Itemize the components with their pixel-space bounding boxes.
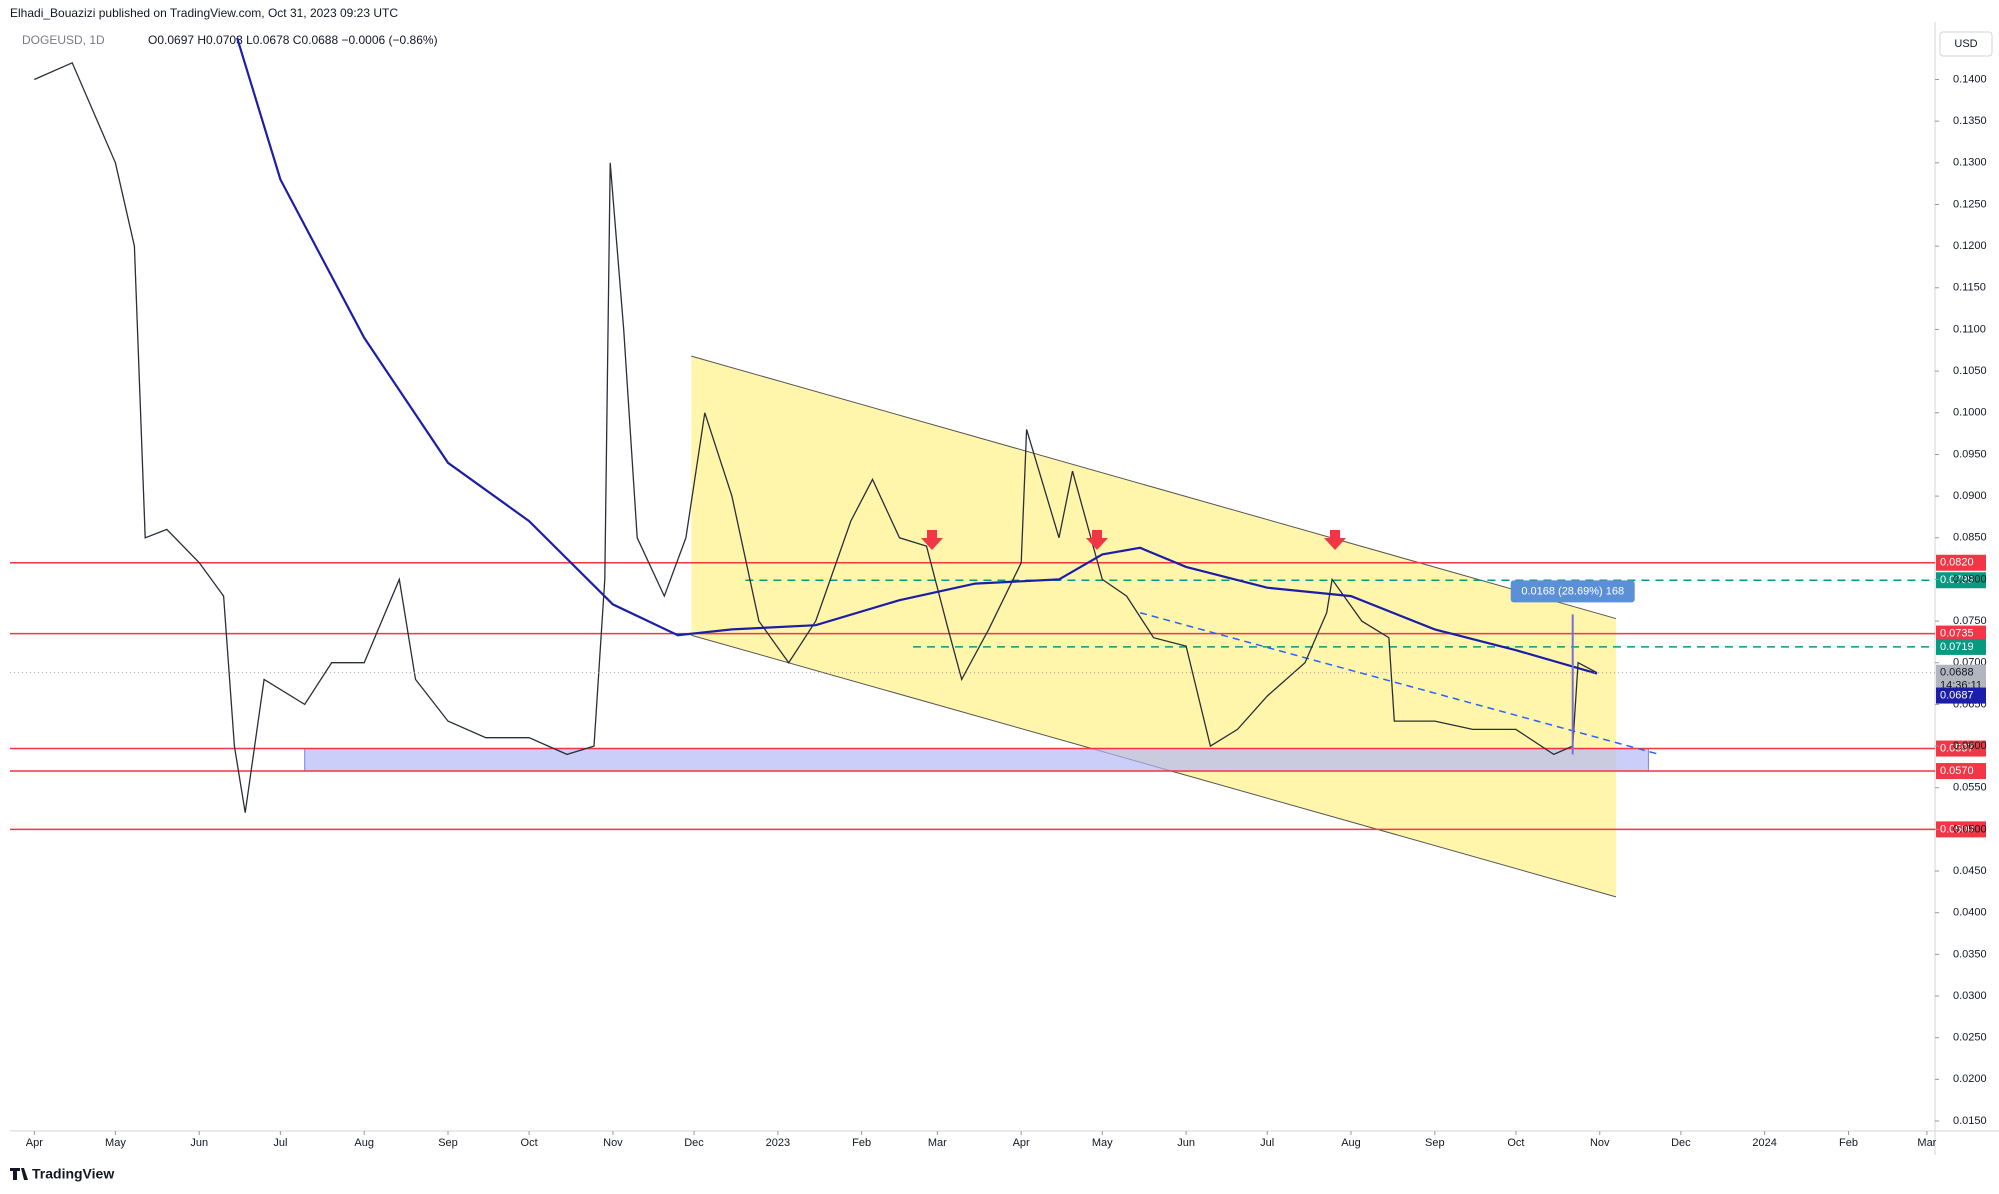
plot-area [10,37,1935,898]
level-tag-label: 0.0500 [1940,823,1974,835]
support-zone [304,748,1649,772]
last-price-label: 0.0688 [1940,667,1974,679]
x-tick-label: Mar [928,1137,947,1149]
x-tick-label: Dec [1671,1137,1691,1149]
price-line [34,61,1598,813]
x-tick-label: Dec [684,1137,704,1149]
level-tag [1936,821,1986,838]
x-tick-label: Apr [26,1137,43,1149]
brand-logo [10,1168,28,1180]
y-tick-label: 0.0400 [1953,907,1987,919]
y-tick-label: 0.0200 [1953,1073,1987,1085]
level-tag-label: 0.0597 [1940,742,1974,754]
y-tick-label: 0.1250 [1953,198,1987,210]
y-tick-label: 0.1100 [1953,323,1986,335]
moving-average [236,37,1598,675]
y-tick-label: 0.0300 [1953,990,1987,1002]
y-tick-label: 0.1200 [1953,240,1987,252]
y-tick-label: 0.0950 [1953,448,1987,460]
y-tick-label: 0.0450 [1953,865,1987,877]
ma-tag-label: 0.0687 [1940,689,1974,701]
x-tick-label: Sep [1425,1137,1445,1149]
x-tick-label: Oct [1507,1137,1524,1149]
x-tick-label: Nov [603,1137,623,1149]
x-tick-label: Mar [1917,1137,1936,1149]
level-tag-label: 0.0570 [1940,765,1974,777]
y-tick-label: 0.0600 [1953,740,1987,752]
y-tick-label: 0.1350 [1953,115,1987,127]
x-tick-label: Feb [852,1137,871,1149]
x-tick-label: Jun [190,1137,208,1149]
ohlc: O0.0697 H0.0703 L0.0678 C0.0688 −0.0006 … [148,33,438,47]
x-tick-label: 2023 [766,1137,790,1149]
x-tick-label: Jul [1260,1137,1274,1149]
level-tag [1936,572,1986,589]
measure-box [1510,580,1635,603]
x-tick-label: Aug [354,1137,374,1149]
level-tag [1936,740,1986,757]
brand-name: TradingView [32,1166,114,1182]
level-tag [1936,554,1986,571]
y-tick-label: 0.0250 [1953,1032,1987,1044]
x-tick-label: 2024 [1752,1137,1776,1149]
x-tick-label: Nov [1590,1137,1610,1149]
brand: TradingView [10,1166,114,1182]
x-tick-label: Apr [1013,1137,1030,1149]
currency[interactable]: USD [1954,38,1977,50]
x-tick-label: Aug [1341,1137,1361,1149]
level-tag-label: 0.0799 [1940,574,1974,586]
level-tag-label: 0.0820 [1940,557,1974,569]
y-tick-label: 0.1150 [1953,282,1986,294]
ma-tag [1936,687,1986,704]
y-tick-label: 0.0150 [1953,1115,1987,1127]
level-tag [1936,638,1986,655]
x-tick-label: Oct [521,1137,538,1149]
symbol: DOGEUSD, 1D [22,33,105,47]
y-tick-label: 0.0350 [1953,948,1987,960]
arrow-marker [1324,530,1346,550]
x-tick-label: Jul [273,1137,287,1149]
arrow-marker [921,530,943,550]
x-tick-label: May [1092,1137,1113,1149]
y-tick-label: 0.0750 [1953,615,1987,627]
currency-box[interactable] [1939,31,1993,57]
y-tick-label: 0.1000 [1953,407,1987,419]
y-tick-label: 0.0800 [1953,573,1987,585]
level-tag-label: 0.0719 [1940,641,1974,653]
x-tick-label: Feb [1839,1137,1858,1149]
arrow-marker [1086,530,1108,550]
y-tick-label: 0.0850 [1953,532,1987,544]
channel-upper [691,355,1617,620]
y-tick-label: 0.1400 [1953,73,1987,85]
level-tag [1936,763,1986,780]
x-tick-label: Sep [438,1137,458,1149]
measure-label: 0.0168 (28.69%) 168 [1521,585,1624,597]
y-tick-label: 0.0550 [1953,782,1987,794]
x-tick-label: Jun [1177,1137,1195,1149]
y-tick-label: 0.0900 [1953,490,1987,502]
level-tag-label: 0.0735 [1940,627,1974,639]
publisher: Elhadi_Bouazizi published on TradingView… [10,6,398,20]
y-tick-label: 0.1050 [1953,365,1987,377]
level-tag [1936,625,1986,642]
x-tick-label: May [105,1137,126,1149]
y-tick-label: 0.0500 [1953,823,1987,835]
y-tick-label: 0.1300 [1953,157,1987,169]
